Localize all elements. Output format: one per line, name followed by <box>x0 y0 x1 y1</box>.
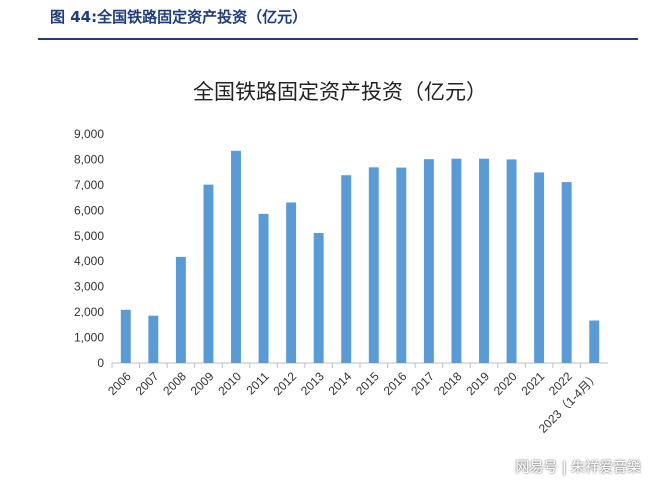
bar <box>368 167 379 363</box>
x-tick-label: 2015 <box>353 369 382 398</box>
y-tick-label: 3,000 <box>74 280 104 294</box>
bar <box>423 159 434 363</box>
x-tick-label: 2014 <box>326 369 355 398</box>
y-tick-label: 2,000 <box>74 305 104 319</box>
x-tick-label: 2019 <box>463 369 492 398</box>
bar <box>148 315 159 363</box>
bar <box>258 213 269 363</box>
x-tick-label: 2009 <box>188 369 217 398</box>
header-divider <box>38 38 638 40</box>
bars <box>120 150 600 363</box>
y-tick-label: 7,000 <box>74 178 104 192</box>
bar-chart: 全国铁路固定资产投资（亿元） 0 1,000 2,000 3,000 4,000 5,00… <box>74 80 608 436</box>
bar <box>396 167 407 363</box>
x-tick-label: 2013 <box>298 369 327 398</box>
y-tick-label: 1,000 <box>74 331 104 345</box>
bar <box>561 182 572 363</box>
bar <box>341 175 352 363</box>
bar <box>534 172 545 363</box>
y-axis: 0 1,000 2,000 3,000 4,000 5,000 6,000 7,000 8,00… <box>74 127 608 370</box>
y-tick-label: 9,000 <box>74 127 104 141</box>
x-tick-label: 2006 <box>105 369 134 398</box>
x-tick-label: 2021 <box>518 369 547 398</box>
x-tick-label: 2016 <box>381 369 410 398</box>
y-tick-label: 0 <box>97 356 104 370</box>
bar <box>506 159 517 363</box>
bar <box>120 309 131 363</box>
chart-container: 全国铁路固定资产投资（亿元） 0 1,000 2,000 3,000 4,000 5,00… <box>50 58 646 491</box>
x-tick-label: 2011 <box>244 369 272 397</box>
watermark-text: 网易号 | 朱祥爱音樂 <box>515 460 641 476</box>
y-tick-label: 5,000 <box>74 229 104 243</box>
bar <box>286 202 297 363</box>
bar <box>479 158 489 363</box>
bar <box>451 158 462 363</box>
x-tick-label: 2010 <box>215 369 244 398</box>
bar <box>203 184 214 363</box>
x-tick-label: 2017 <box>408 369 437 398</box>
y-tick-label: 4,000 <box>74 254 104 268</box>
y-tick-label: 6,000 <box>74 203 104 217</box>
chart-title: 全国铁路固定资产投资（亿元） <box>193 80 487 104</box>
x-tick-label: 2020 <box>491 369 520 398</box>
bar <box>175 256 186 363</box>
bar <box>589 320 600 363</box>
x-tick-label: 2008 <box>160 369 189 398</box>
x-tick-label: 2018 <box>436 369 465 398</box>
figure-caption: 图 44:全国铁路固定资产投资（亿元） <box>50 8 308 26</box>
x-tick-label: 2012 <box>270 369 299 398</box>
y-tick-label: 8,000 <box>74 152 104 166</box>
bar <box>231 150 241 363</box>
x-tick-label: 2007 <box>133 369 162 398</box>
bar <box>313 232 324 363</box>
